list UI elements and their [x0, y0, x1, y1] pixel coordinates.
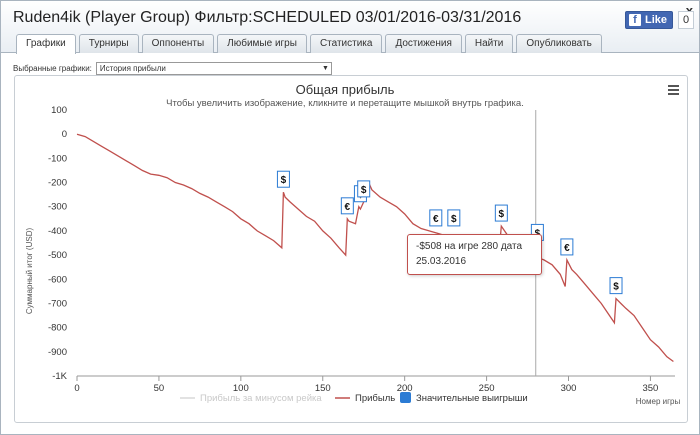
- legend-big-wins-label: Значительные выигрыши: [416, 393, 528, 404]
- y-tick-label: -500: [48, 250, 67, 261]
- tooltip-line-1: -$508 на игре 280 дата: [416, 241, 523, 252]
- big-win-marker-symbol: $: [281, 175, 287, 186]
- x-tick-label: 150: [315, 383, 331, 394]
- facebook-like-button[interactable]: f Like: [625, 11, 674, 29]
- big-win-marker[interactable]: $: [494, 204, 508, 222]
- y-tick-label: 0: [62, 129, 67, 140]
- x-tick-label: 350: [642, 383, 658, 394]
- chart-selector-dropdown[interactable]: История прибыли ▼: [95, 61, 332, 75]
- x-axis-label: Номер игры: [636, 397, 681, 406]
- big-win-marker-box: [494, 204, 508, 222]
- x-axis-ticks: 0 50 100 150 200 250 300 350: [74, 376, 658, 394]
- big-win-marker-symbol: $: [361, 185, 367, 196]
- facebook-like-widget: f Like 0: [625, 11, 695, 29]
- big-win-marker-box: [560, 238, 574, 256]
- big-win-marker[interactable]: $: [357, 180, 371, 198]
- chart-selector-row: Выбранные графики: История прибыли ▼: [13, 61, 332, 75]
- legend-rake-label: Прибыль за минусом рейка: [200, 393, 322, 404]
- chart-legend: Прибыль за минусом рейка Прибыль Значите…: [180, 392, 528, 404]
- big-win-marker-symbol: €: [345, 202, 351, 213]
- profit-series-line: [76, 133, 674, 363]
- x-tick-label: 50: [154, 383, 165, 394]
- tab-achievements[interactable]: Достижения: [385, 34, 462, 53]
- big-win-marker-symbol: $: [613, 282, 619, 293]
- chart-subtitle: Чтобы увеличить изображение, кликните и …: [166, 98, 524, 109]
- tab-tournaments[interactable]: Турниры: [78, 34, 139, 53]
- x-tick-label: 250: [479, 383, 495, 394]
- y-tick-label: -800: [48, 323, 67, 334]
- x-tick-label: 300: [561, 383, 577, 394]
- big-win-marker-box: [357, 180, 371, 198]
- x-tick-label: 0: [74, 383, 79, 394]
- big-win-marker-box: [276, 170, 290, 188]
- big-win-marker-box: [609, 277, 623, 295]
- big-win-marker[interactable]: €: [340, 197, 354, 215]
- legend-profit-label: Прибыль: [355, 393, 395, 404]
- facebook-like-count: 0: [678, 11, 695, 29]
- tab-statistics[interactable]: Статистика: [309, 34, 383, 53]
- big-win-marker-symbol: €: [564, 243, 570, 254]
- chart-selector-value: История прибыли: [99, 63, 166, 73]
- tab-opponents[interactable]: Оппоненты: [141, 34, 215, 53]
- y-tick-label: -400: [48, 226, 67, 237]
- chart-container[interactable]: Общая прибыль Чтобы увеличить изображени…: [14, 75, 688, 423]
- y-axis-ticks: 100 0 -100 -200 -300 -400 -500 -600 -700 -800 -900…: [48, 105, 68, 382]
- legend-item-rake[interactable]: Прибыль за минусом рейка: [180, 393, 322, 404]
- y-tick-label: -300: [48, 202, 67, 213]
- big-win-marker[interactable]: $: [609, 277, 623, 295]
- big-win-marker-symbol: €: [433, 214, 439, 225]
- tab-publish[interactable]: Опубликовать: [516, 34, 602, 53]
- big-win-marker-box: [429, 209, 443, 227]
- y-tick-label: -200: [48, 178, 67, 189]
- tab-charts[interactable]: Графики: [16, 34, 76, 54]
- x-tick-label: 100: [233, 383, 249, 394]
- close-button[interactable]: x: [686, 3, 693, 18]
- y-tick-label: -600: [48, 274, 67, 285]
- tab-bar: Графики Турниры Оппоненты Любимые игры С…: [16, 34, 605, 54]
- window-header: Ruden4ik (Player Group) Фильтр:SCHEDULED…: [1, 1, 699, 54]
- big-win-marker-symbol: $: [535, 228, 541, 239]
- big-win-marker-symbol: $: [451, 214, 457, 225]
- big-win-marker[interactable]: €: [560, 238, 574, 256]
- legend-item-profit[interactable]: Прибыль: [335, 393, 395, 404]
- y-tick-label: -900: [48, 347, 67, 358]
- menu-icon[interactable]: [668, 85, 679, 95]
- tooltip-line-2: 25.03.2016: [416, 256, 467, 267]
- profit-chart[interactable]: Общая прибыль Чтобы увеличить изображени…: [15, 76, 687, 422]
- big-win-marker[interactable]: $: [447, 209, 461, 227]
- legend-item-big-wins[interactable]: Значительные выигрыши: [400, 392, 528, 404]
- big-win-markers: $€$$€$$$€$: [276, 170, 623, 295]
- big-win-marker[interactable]: €: [429, 209, 443, 227]
- y-tick-label: 100: [51, 105, 67, 116]
- window-title: Ruden4ik (Player Group) Фильтр:SCHEDULED…: [13, 9, 522, 26]
- dropdown-arrow-icon: ▼: [321, 64, 329, 72]
- y-tick-label: -700: [48, 298, 67, 309]
- facebook-like-label: Like: [645, 14, 668, 26]
- chart-title: Общая прибыль: [296, 82, 395, 97]
- y-axis-label: Суммарный итог (USD): [25, 228, 34, 315]
- y-tick-label: -100: [48, 153, 67, 164]
- big-win-marker[interactable]: $: [276, 170, 290, 188]
- x-tick-label: 200: [397, 383, 413, 394]
- chart-tooltip: -$508 на игре 280 дата 25.03.2016: [407, 234, 542, 275]
- tab-find[interactable]: Найти: [464, 34, 514, 53]
- facebook-icon: f: [629, 14, 641, 26]
- big-win-marker-symbol: $: [499, 209, 505, 220]
- big-win-marker-box: [340, 197, 354, 215]
- y-tick-label: -1K: [52, 371, 67, 382]
- legend-big-wins-swatch: [400, 392, 411, 403]
- tab-favorite-games[interactable]: Любимые игры: [217, 34, 307, 53]
- big-win-marker-box: [447, 209, 461, 227]
- chart-selector-label: Выбранные графики:: [13, 63, 92, 73]
